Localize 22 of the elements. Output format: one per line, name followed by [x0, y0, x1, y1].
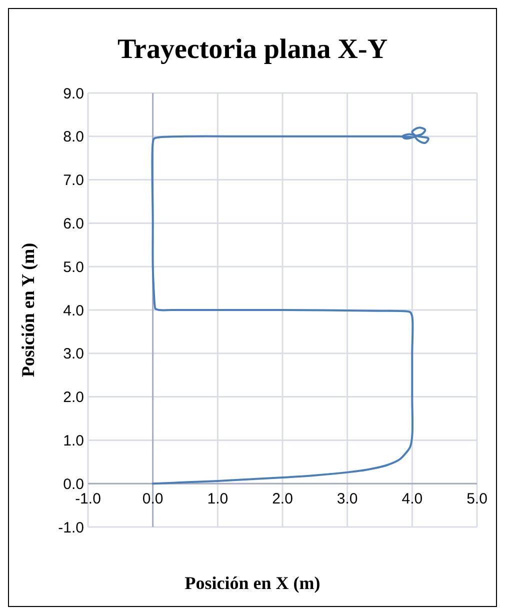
y-tick-label: 3.0 [63, 346, 84, 363]
y-tick-label: 9.0 [63, 85, 84, 102]
x-tick-label: 4.0 [402, 490, 423, 508]
y-tick-label: 8.0 [63, 128, 84, 146]
x-tick-label: -1.0 [75, 490, 101, 508]
y-tick-label: 6.0 [63, 215, 84, 232]
y-tick-label: 4.0 [63, 302, 84, 320]
y-tick-label: 2.0 [63, 389, 84, 406]
x-tick-label: 2.0 [272, 490, 293, 508]
x-tick-label: 5.0 [466, 490, 488, 508]
x-tick-label: 3.0 [336, 490, 358, 508]
y-axis-title: Posición en Y (m) [18, 242, 38, 378]
y-tick-label: -1.0 [58, 519, 84, 536]
line-series [151, 126, 430, 485]
y-tick-label: 5.0 [63, 258, 84, 276]
x-tick-label: 0.0 [142, 490, 164, 508]
y-tick-label: 0.0 [63, 476, 84, 493]
y-tick-label: 7.0 [63, 172, 84, 190]
x-axis-title: Posición en X (m) [184, 573, 320, 593]
x-tick-label: 1.0 [207, 490, 228, 508]
y-tick-label: 1.0 [63, 432, 84, 450]
chart-title: Trayectoria plana X-Y [117, 34, 388, 65]
